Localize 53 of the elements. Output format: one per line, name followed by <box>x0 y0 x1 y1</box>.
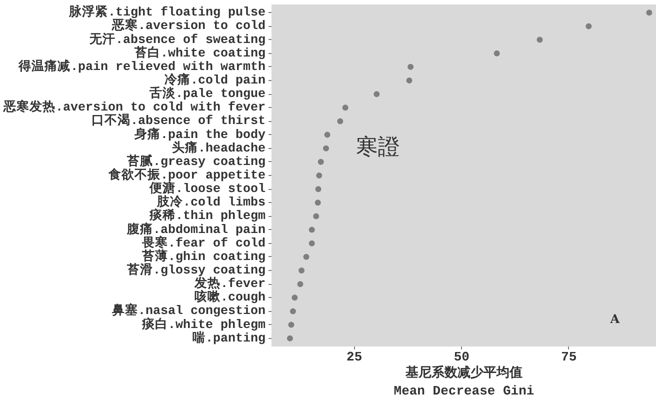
y-tick-label: 苔白.white coating <box>133 45 266 60</box>
x-tick-label: 50 <box>454 350 470 364</box>
point <box>337 118 344 124</box>
point <box>586 23 592 30</box>
point <box>308 226 315 233</box>
point <box>308 240 315 246</box>
y-tick-label: 舌淡.pale tongue <box>148 85 266 102</box>
y-tick-label: 身痛.pain the body <box>133 126 266 142</box>
y-tick-label: 脉浮紧.tight floating pulse <box>68 4 266 20</box>
point <box>406 78 412 84</box>
y-tick-label: 便溏.loose stool <box>148 180 266 196</box>
y-tick-label: 喘.panting <box>192 330 266 346</box>
point <box>646 10 652 16</box>
annotation: A <box>609 312 620 326</box>
y-tick-label: 腹痛.abdominal pain <box>126 220 266 237</box>
point <box>297 281 304 288</box>
point <box>288 322 294 328</box>
y-tick-label: 咳嗽.cough <box>194 288 266 305</box>
point <box>536 36 543 43</box>
y-tick-label: 冷痛.cold pain <box>164 72 266 88</box>
annotation: 寒證 <box>356 134 400 160</box>
point <box>374 91 380 98</box>
y-tick-label: 恶寒.aversion to cold <box>110 17 266 34</box>
y-tick-label: 头痛.headache <box>172 139 266 156</box>
point <box>324 132 330 138</box>
x-tick-label: 25 <box>346 350 362 364</box>
point <box>408 64 414 70</box>
point <box>298 268 305 274</box>
y-tick-label: 痰稀.thin phlegm <box>148 207 266 224</box>
y-tick-label: 苔腻.greasy coating <box>126 152 266 169</box>
point <box>292 294 298 301</box>
y-tick-label: 苔滑.glossy coating <box>126 262 266 278</box>
point <box>290 308 296 314</box>
x-tick-label: 75 <box>561 350 577 364</box>
y-tick-label: 口不渴.absence of thirst <box>91 113 266 128</box>
point <box>315 186 322 192</box>
point <box>494 50 500 56</box>
y-tick-label: 食欲不振.poor appetite <box>107 168 266 182</box>
y-tick-label: 无汗.absence of sweating <box>88 32 266 47</box>
point <box>323 145 330 152</box>
point <box>313 213 320 220</box>
y-tick-label: 鼻塞.nasal congestion <box>110 302 266 318</box>
y-tick-label: 痰白.white phlegm <box>140 316 266 332</box>
point <box>314 200 321 206</box>
point <box>318 158 324 165</box>
point <box>286 335 293 342</box>
x-axis-title: 基尼系数减少平均值 Mean Decrease Gini <box>394 364 534 398</box>
point <box>342 104 348 111</box>
point <box>316 172 322 178</box>
y-tick-label: 苔薄.ghin coating <box>140 248 266 264</box>
point <box>303 254 310 260</box>
y-tick-label: 得温痛减.pain relieved with warmth <box>17 58 266 74</box>
y-tick-label: 恶寒发热.aversion to cold with fever <box>2 98 266 115</box>
